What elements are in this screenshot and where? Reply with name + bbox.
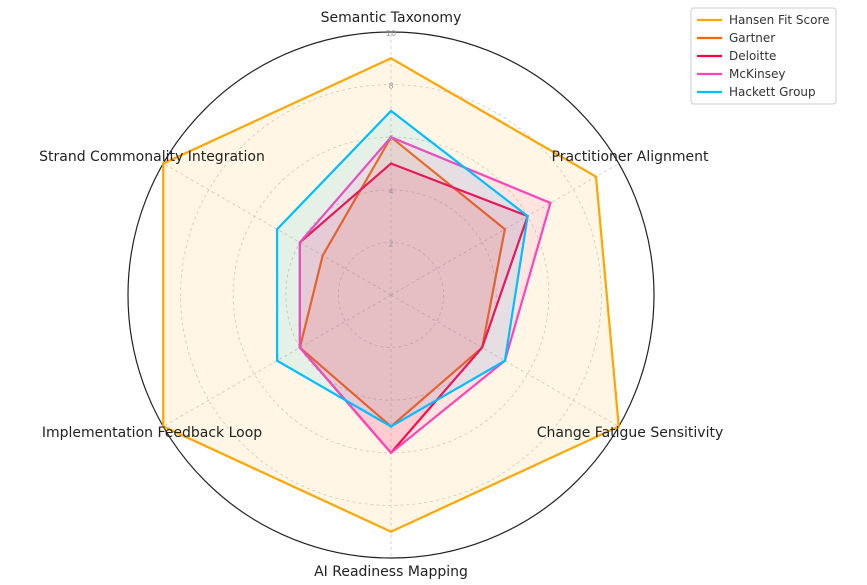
tick-label: 2 [388, 239, 393, 248]
axis-label: Implementation Feedback Loop [42, 425, 262, 441]
axis-spoke [163, 294, 392, 427]
axis-label: Strand Commonality Integration [39, 149, 265, 165]
axis-label: Change Fatigue Sensitivity [537, 425, 723, 441]
tick-label: 10 [386, 29, 396, 38]
legend-box [690, 7, 837, 105]
legend-label: Hansen Fit Score [729, 13, 830, 27]
series-hansen-fit-score [162, 57, 620, 533]
outer-circle [127, 31, 655, 559]
radial-tick-labels: 2 4 6 8 10 [386, 29, 396, 248]
axis-spoke [163, 163, 392, 296]
radar-series [162, 57, 620, 533]
axis-label: AI Readiness Mapping [314, 564, 468, 580]
series-mckinsey [298, 135, 552, 455]
legend-label: McKinsey [729, 67, 786, 81]
legend-label: Hackett Group [729, 85, 816, 99]
axis-labels: Semantic Taxonomy Practitioner Alignment C… [39, 10, 723, 580]
legend-label: Gartner [729, 31, 775, 45]
tick-label: 4 [388, 187, 393, 196]
series-hackett-group [276, 109, 529, 428]
tick-label: 8 [388, 82, 393, 91]
grid-ring [337, 241, 444, 348]
tick-label: 6 [388, 134, 393, 143]
legend-label: Deloitte [729, 49, 776, 63]
axis-label: Practitioner Alignment [552, 149, 709, 165]
axis-spoke [390, 294, 619, 427]
axis-spoke [390, 163, 619, 296]
axis-label: Semantic Taxonomy [321, 10, 462, 26]
grid-ring [285, 189, 497, 401]
legend: Hansen Fit Score Gartner Deloitte McKinsey H… [690, 7, 837, 105]
